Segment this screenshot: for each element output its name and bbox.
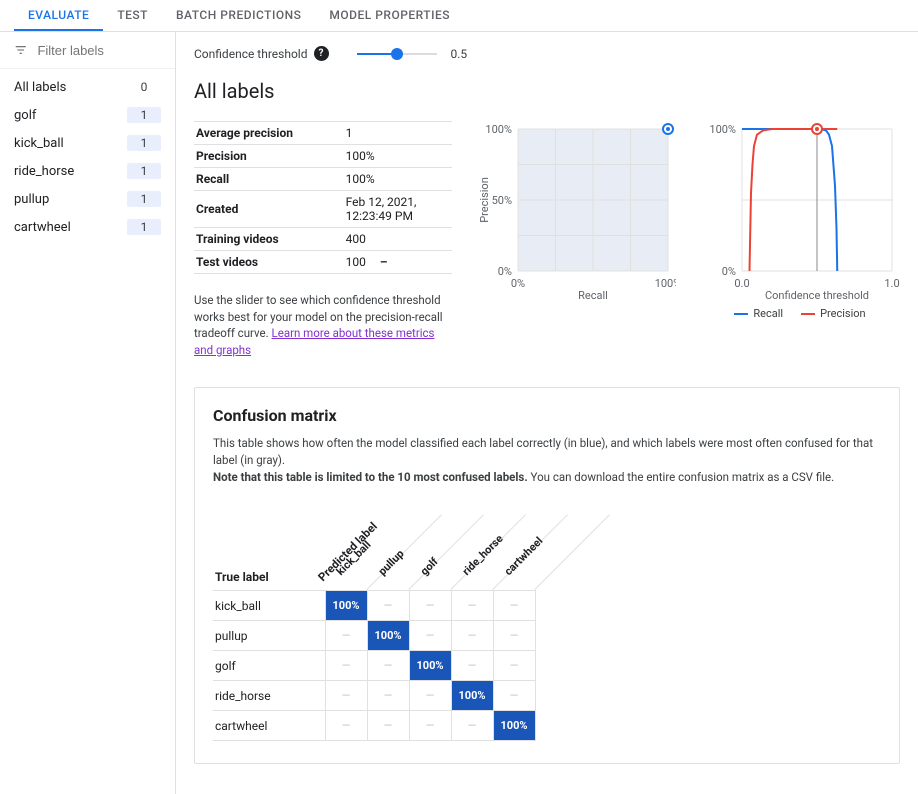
- svg-text:50%: 50%: [492, 194, 512, 207]
- threshold-value: 0.5: [451, 47, 468, 61]
- help-icon[interactable]: ?: [314, 46, 329, 61]
- svg-text:0.0: 0.0: [734, 277, 749, 290]
- filter-icon: [14, 42, 27, 58]
- hint-text: Use the slider to see which confidence t…: [194, 292, 452, 359]
- threshold-label: Confidence threshold: [194, 47, 308, 61]
- confusion-title: Confusion matrix: [213, 406, 881, 425]
- confusion-matrix-table: Predicted labelTrue labelkick_ballpullup…: [213, 512, 536, 741]
- tab-model-properties[interactable]: MODEL PROPERTIES: [315, 0, 464, 31]
- svg-text:0%: 0%: [511, 277, 525, 290]
- tab-test[interactable]: TEST: [103, 0, 162, 31]
- sidebar-item-pullup[interactable]: pullup1: [0, 185, 175, 213]
- svg-text:100%: 100%: [655, 277, 676, 290]
- svg-text:Confidence threshold: Confidence threshold: [765, 289, 869, 301]
- svg-text:1.0: 1.0: [884, 277, 899, 290]
- sidebar-item-all-labels[interactable]: All labels0: [0, 73, 175, 101]
- tab-evaluate[interactable]: EVALUATE: [14, 0, 103, 31]
- svg-text:0%: 0%: [498, 265, 512, 278]
- filter-labels-input[interactable]: [37, 43, 161, 58]
- sidebar-item-kick_ball[interactable]: kick_ball1: [0, 129, 175, 157]
- page-title: All labels: [194, 79, 900, 103]
- confidence-threshold-chart: 100%0%0.01.0Confidence thresholdRecallPr…: [700, 121, 900, 359]
- sidebar-item-ride_horse[interactable]: ride_horse1: [0, 157, 175, 185]
- sidebar-item-golf[interactable]: golf1: [0, 101, 175, 129]
- svg-text:Recall: Recall: [578, 289, 608, 301]
- tab-batch-predictions[interactable]: BATCH PREDICTIONS: [162, 0, 315, 31]
- svg-text:Precision: Precision: [478, 177, 491, 223]
- precision-recall-chart: 100% 50% 0%0% 100% Precision Recall: [476, 121, 676, 359]
- svg-text:100%: 100%: [485, 123, 512, 136]
- metrics-table: Average precision1Precision100%Recall100…: [194, 121, 452, 274]
- threshold-slider[interactable]: [357, 53, 437, 55]
- sidebar-item-cartwheel[interactable]: cartwheel1: [0, 213, 175, 241]
- svg-text:100%: 100%: [709, 123, 736, 136]
- confusion-matrix-card: Confusion matrix This table shows how of…: [194, 387, 900, 765]
